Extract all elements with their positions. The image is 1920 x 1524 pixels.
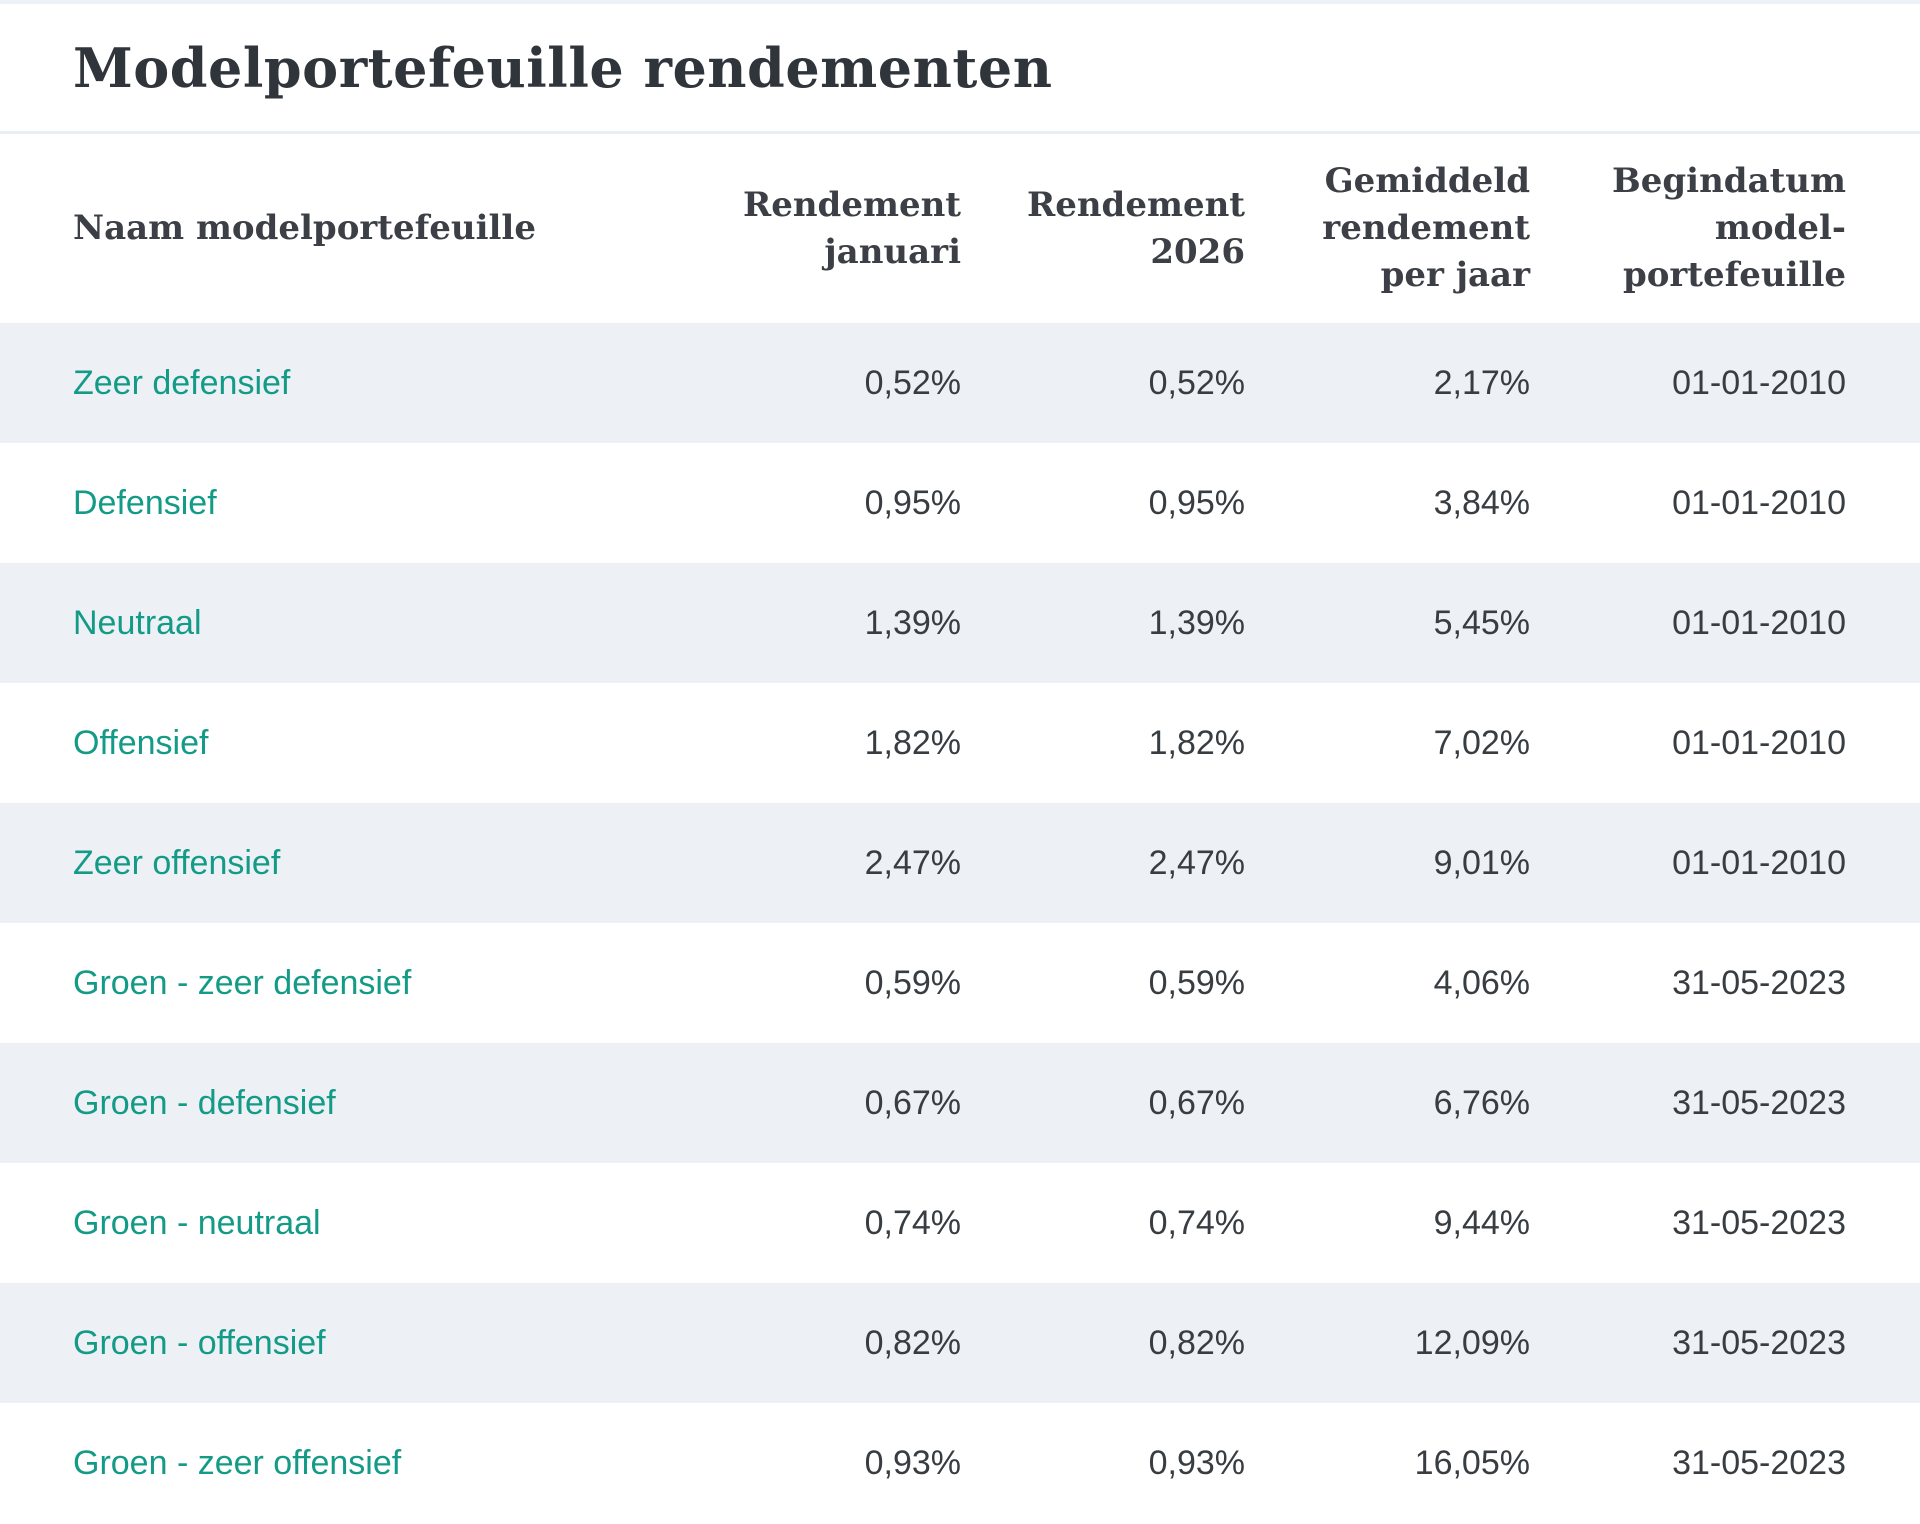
- table-row: Zeer defensief 0,52% 0,52% 2,17% 01-01-2…: [0, 323, 1920, 443]
- portfolio-name-cell: Groen - zeer offensief: [0, 1403, 560, 1523]
- portfolio-name-cell: Groen - neutraal: [0, 1163, 560, 1283]
- table-row: Groen - zeer defensief 0,59% 0,59% 4,06%…: [0, 923, 1920, 1043]
- begindatum-cell: 31-05-2023: [1672, 963, 1846, 1002]
- table-body: Zeer defensief 0,52% 0,52% 2,17% 01-01-2…: [0, 323, 1920, 1523]
- begindatum-cell: 01-01-2010: [1672, 723, 1846, 762]
- begindatum-cell: 31-05-2023: [1672, 1443, 1846, 1482]
- begindatum-cell: 31-05-2023: [1672, 1323, 1846, 1362]
- portfolio-name-cell: Groen - offensief: [0, 1283, 560, 1403]
- rendement-januari-cell: 1,82%: [864, 723, 961, 762]
- rendement-2026-cell: 1,39%: [1148, 603, 1245, 642]
- table-row: Groen - offensief 0,82% 0,82% 12,09% 31-…: [0, 1283, 1920, 1403]
- begindatum-cell: 31-05-2023: [1672, 1083, 1846, 1122]
- portfolio-name-link[interactable]: Neutraal: [73, 603, 202, 642]
- rendement-januari-cell: 0,67%: [864, 1083, 961, 1122]
- gemiddeld-rendement-cell: 12,09%: [1414, 1323, 1530, 1362]
- table-row: Groen - neutraal 0,74% 0,74% 9,44% 31-05…: [0, 1163, 1920, 1283]
- rendement-januari-cell: 0,95%: [864, 483, 961, 522]
- begindatum-cell: 01-01-2010: [1672, 483, 1846, 522]
- page-title: Modelportefeuille rendementen: [73, 35, 1053, 100]
- rendement-2026-cell: 2,47%: [1148, 843, 1245, 882]
- column-header-rendement-2026: Rendement 2026: [961, 134, 1245, 323]
- table-row: Groen - defensief 0,67% 0,67% 6,76% 31-0…: [0, 1043, 1920, 1163]
- gemiddeld-rendement-cell: 6,76%: [1433, 1083, 1530, 1122]
- portfolio-name-cell: Groen - defensief: [0, 1043, 560, 1163]
- table-row: Offensief 1,82% 1,82% 7,02% 01-01-2010: [0, 683, 1920, 803]
- rendement-januari-cell: 1,39%: [864, 603, 961, 642]
- portfolio-name-cell: Zeer offensief: [0, 803, 560, 923]
- column-header-naam-modelportefeuille: Naam modelportefeuille: [0, 134, 560, 323]
- gemiddeld-rendement-cell: 3,84%: [1433, 483, 1530, 522]
- begindatum-cell: 31-05-2023: [1672, 1203, 1846, 1242]
- page-background-strip: [0, 0, 1920, 4]
- rendement-januari-cell: 0,59%: [864, 963, 961, 1002]
- table-row: Zeer offensief 2,47% 2,47% 9,01% 01-01-2…: [0, 803, 1920, 923]
- begindatum-cell: 01-01-2010: [1672, 843, 1846, 882]
- portfolio-name-cell: Offensief: [0, 683, 560, 803]
- column-header-gemiddeld-rendement-per-jaar: Gemiddeld rendement per jaar: [1245, 134, 1530, 323]
- rendement-2026-cell: 0,59%: [1148, 963, 1245, 1002]
- portfolio-name-cell: Zeer defensief: [0, 323, 560, 443]
- rendement-januari-cell: 0,82%: [864, 1323, 961, 1362]
- gemiddeld-rendement-cell: 5,45%: [1433, 603, 1530, 642]
- gemiddeld-rendement-cell: 16,05%: [1414, 1443, 1530, 1482]
- table-row: Neutraal 1,39% 1,39% 5,45% 01-01-2010: [0, 563, 1920, 683]
- gemiddeld-rendement-cell: 9,44%: [1433, 1203, 1530, 1242]
- rendement-januari-cell: 0,93%: [864, 1443, 961, 1482]
- gemiddeld-rendement-cell: 2,17%: [1433, 363, 1530, 402]
- portfolio-name-cell: Groen - zeer defensief: [0, 923, 560, 1043]
- portfolio-name-link[interactable]: Zeer offensief: [73, 843, 281, 882]
- rendement-januari-cell: 2,47%: [864, 843, 961, 882]
- rendement-2026-cell: 1,82%: [1148, 723, 1245, 762]
- column-header-rendement-januari: Rendement januari: [560, 134, 961, 323]
- rendement-januari-cell: 0,74%: [864, 1203, 961, 1242]
- title-bar: Modelportefeuille rendementen: [0, 4, 1920, 134]
- portfolio-name-link[interactable]: Zeer defensief: [73, 363, 291, 402]
- rendement-januari-cell: 0,52%: [864, 363, 961, 402]
- portfolio-name-link[interactable]: Groen - zeer offensief: [73, 1443, 402, 1482]
- rendement-2026-cell: 0,67%: [1148, 1083, 1245, 1122]
- gemiddeld-rendement-cell: 4,06%: [1433, 963, 1530, 1002]
- table-header-row: Naam modelportefeuille Rendement januari…: [0, 134, 1920, 323]
- rendement-2026-cell: 0,95%: [1148, 483, 1245, 522]
- portfolio-name-link[interactable]: Groen - offensief: [73, 1323, 326, 1362]
- table-row: Groen - zeer offensief 0,93% 0,93% 16,05…: [0, 1403, 1920, 1523]
- portfolio-name-link[interactable]: Defensief: [73, 483, 217, 522]
- begindatum-cell: 01-01-2010: [1672, 363, 1846, 402]
- portfolio-name-cell: Defensief: [0, 443, 560, 563]
- rendement-2026-cell: 0,52%: [1148, 363, 1245, 402]
- table-header: Naam modelportefeuille Rendement januari…: [0, 134, 1920, 323]
- model-portfolio-returns-table: Naam modelportefeuille Rendement januari…: [0, 134, 1920, 1523]
- rendement-2026-cell: 0,93%: [1148, 1443, 1245, 1482]
- table-row: Defensief 0,95% 0,95% 3,84% 01-01-2010: [0, 443, 1920, 563]
- gemiddeld-rendement-cell: 7,02%: [1433, 723, 1530, 762]
- rendement-2026-cell: 0,82%: [1148, 1323, 1245, 1362]
- begindatum-cell: 01-01-2010: [1672, 603, 1846, 642]
- portfolio-name-link[interactable]: Offensief: [73, 723, 209, 762]
- portfolio-name-cell: Neutraal: [0, 563, 560, 683]
- portfolio-name-link[interactable]: Groen - defensief: [73, 1083, 336, 1122]
- gemiddeld-rendement-cell: 9,01%: [1433, 843, 1530, 882]
- column-header-begindatum-modelportefeuille: Begindatum model- portefeuille: [1530, 134, 1920, 323]
- portfolio-name-link[interactable]: Groen - neutraal: [73, 1203, 321, 1242]
- rendement-2026-cell: 0,74%: [1148, 1203, 1245, 1242]
- portfolio-name-link[interactable]: Groen - zeer defensief: [73, 963, 412, 1002]
